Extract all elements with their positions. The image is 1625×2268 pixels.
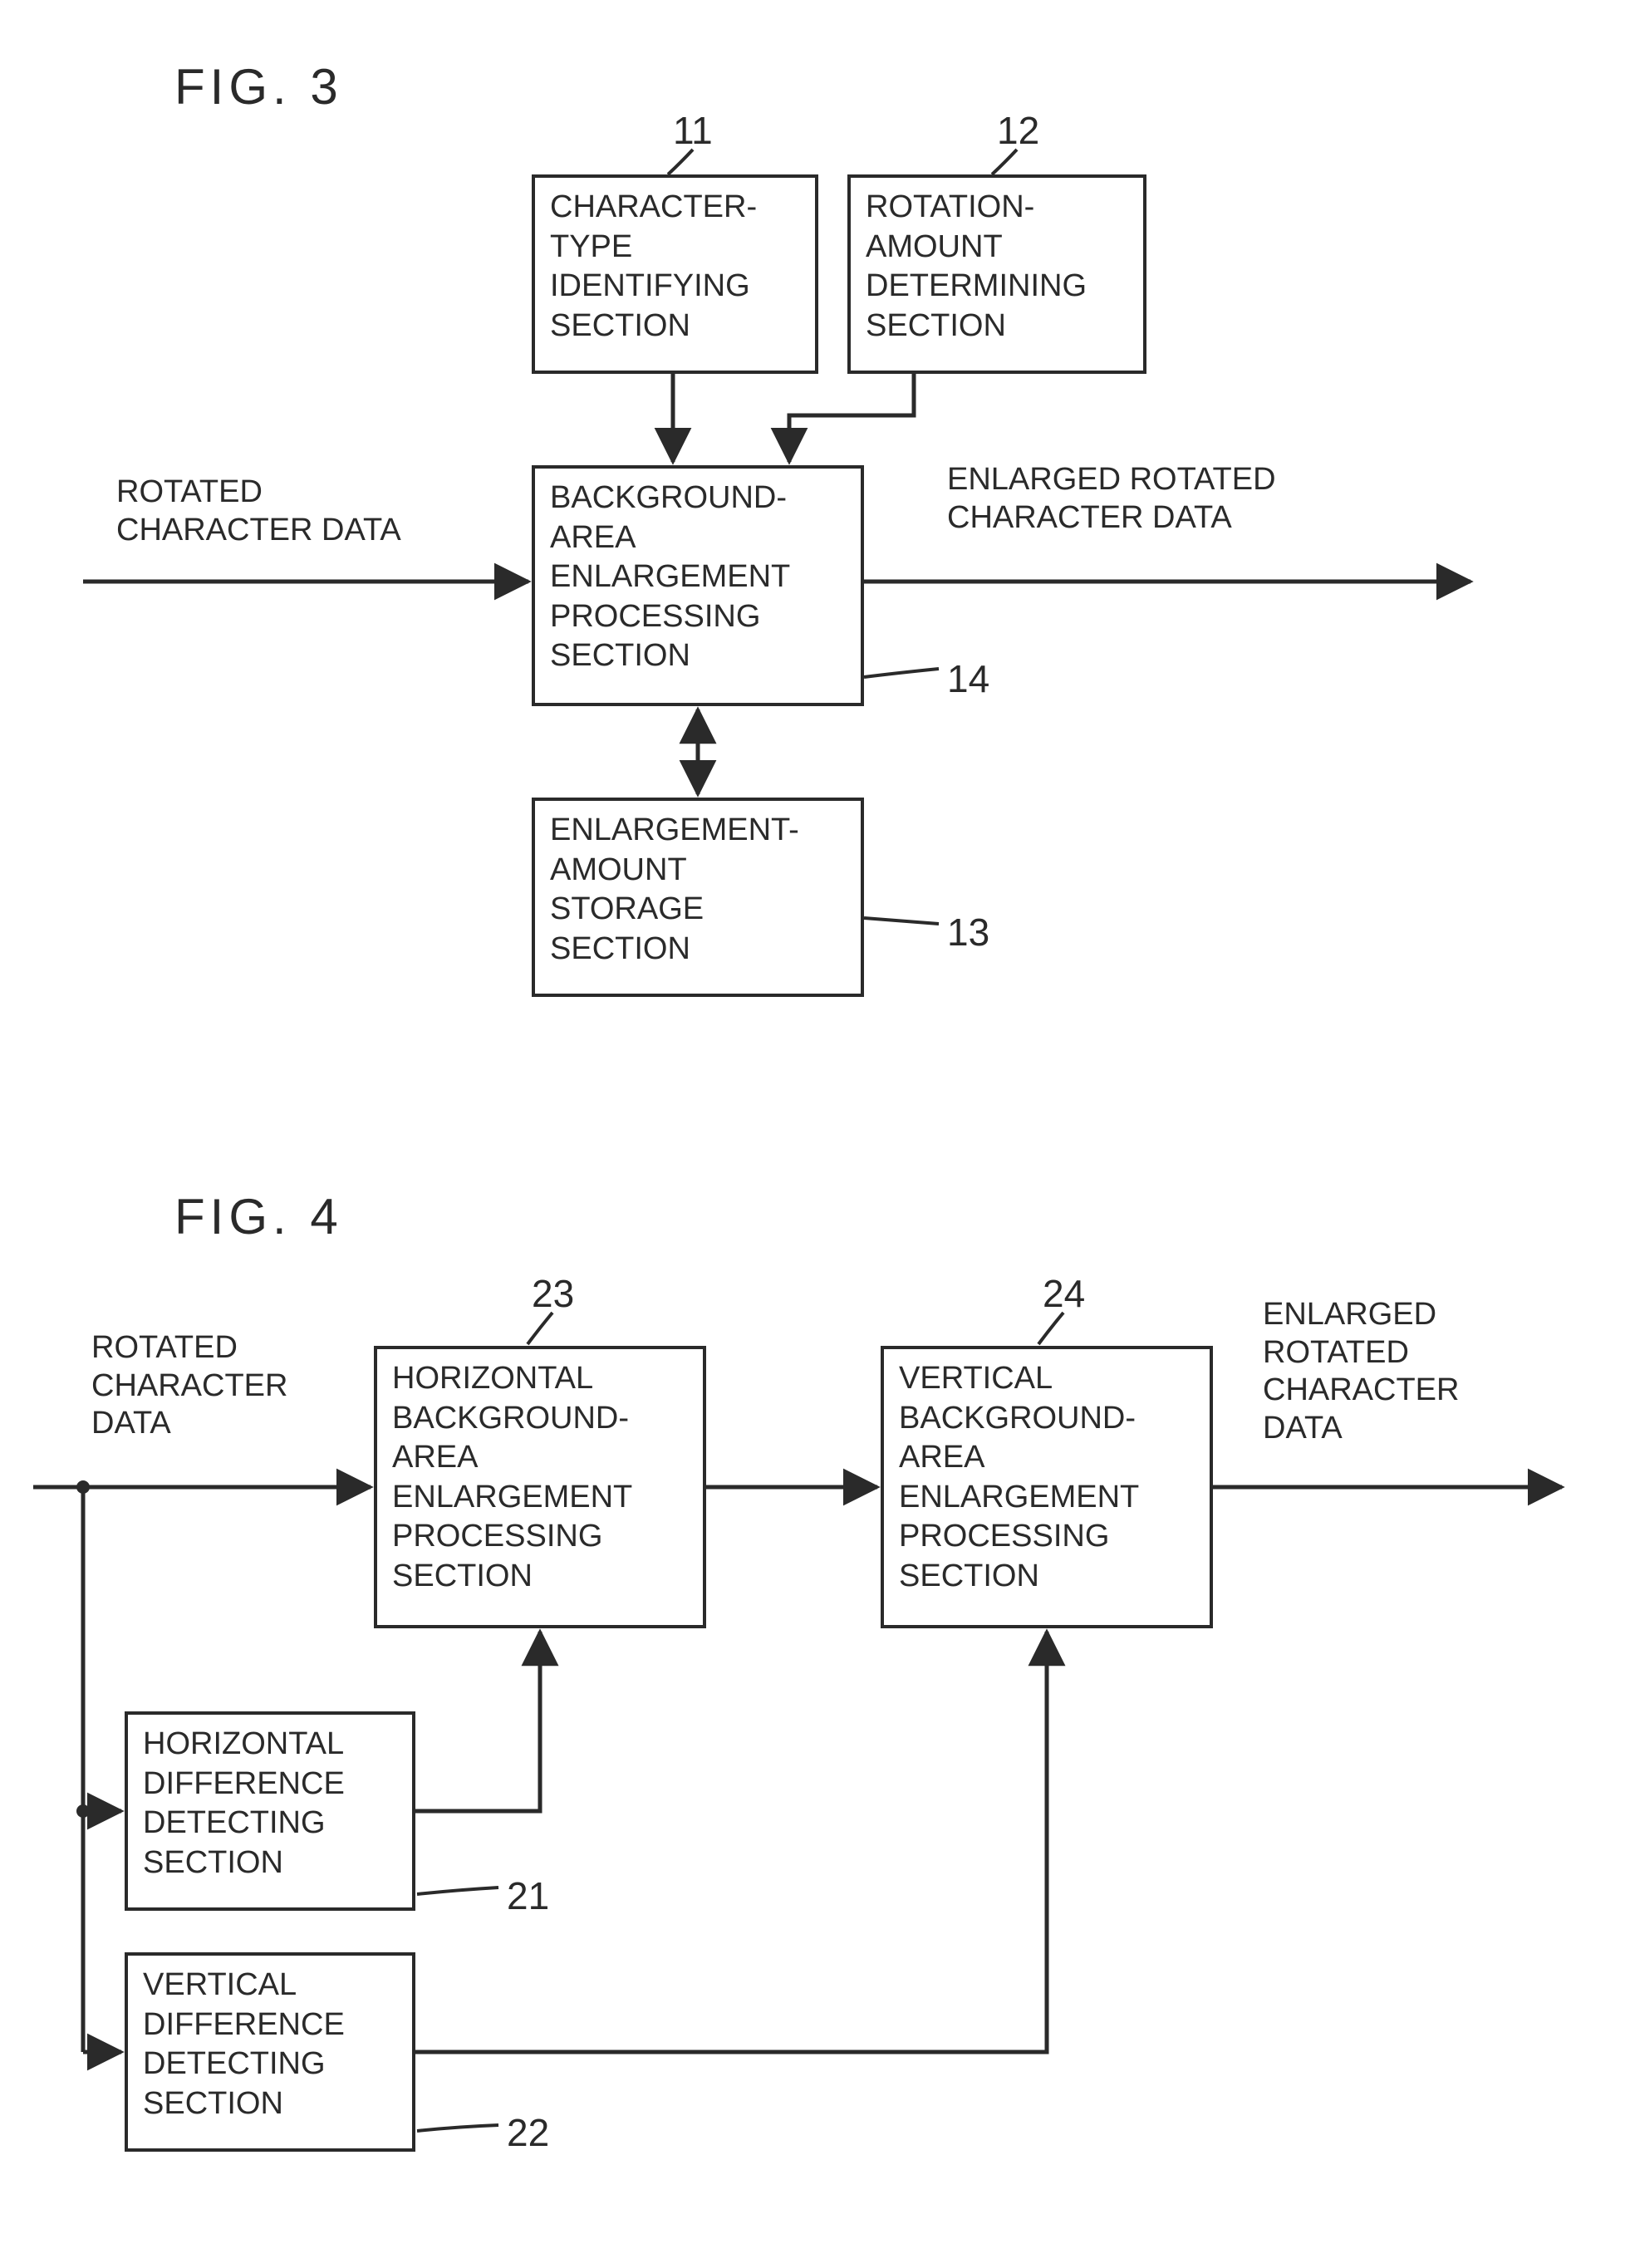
fig4-title: FIG. 4 <box>174 1188 343 1245</box>
fig4-output-label: ENLARGEDROTATEDCHARACTERDATA <box>1263 1296 1459 1447</box>
fig3-node-11-text: CHARACTER-TYPEIDENTIFYINGSECTION <box>550 189 757 343</box>
fig3-node-12: ROTATION-AMOUNTDETERMININGSECTION <box>847 174 1146 374</box>
fig3-ref-13: 13 <box>947 910 989 955</box>
fig3-node-13-text: ENLARGEMENT-AMOUNTSTORAGESECTION <box>550 812 799 966</box>
fig3-node-14: BACKGROUND-AREAENLARGEMENTPROCESSINGSECT… <box>532 465 864 706</box>
fig4-ref-24: 24 <box>1043 1271 1085 1316</box>
fig4-node-22: VERTICALDIFFERENCEDETECTINGSECTION <box>125 1952 415 2152</box>
fig4-node-22-text: VERTICALDIFFERENCEDETECTINGSECTION <box>143 1967 345 2121</box>
fig3-node-12-text: ROTATION-AMOUNTDETERMININGSECTION <box>866 189 1087 343</box>
fig4-node-24-text: VERTICALBACKGROUND-AREAENLARGEMENTPROCES… <box>899 1361 1139 1593</box>
fig3-title: FIG. 3 <box>174 58 343 115</box>
fig3-output-label: ENLARGED ROTATEDCHARACTER DATA <box>947 461 1276 537</box>
fig4-node-23: HORIZONTALBACKGROUND-AREAENLARGEMENTPROC… <box>374 1346 706 1628</box>
fig4-ref-21: 21 <box>507 1873 549 1918</box>
fig3-node-11: CHARACTER-TYPEIDENTIFYINGSECTION <box>532 174 818 374</box>
fig3-ref-12: 12 <box>997 108 1039 153</box>
fig3-ref-14: 14 <box>947 656 989 701</box>
fig4-input-label: ROTATEDCHARACTERDATA <box>91 1329 287 1443</box>
fig4-ref-22: 22 <box>507 2110 549 2155</box>
page: FIG. 3 CHARACTER-TYPEIDENTIFYINGSECTION … <box>0 0 1625 2268</box>
fig3-input-label: ROTATEDCHARACTER DATA <box>116 474 401 549</box>
fig4-node-21: HORIZONTALDIFFERENCEDETECTINGSECTION <box>125 1711 415 1911</box>
fig4-node-23-text: HORIZONTALBACKGROUND-AREAENLARGEMENTPROC… <box>392 1361 632 1593</box>
fig4-node-21-text: HORIZONTALDIFFERENCEDETECTINGSECTION <box>143 1726 345 1880</box>
fig4-ref-23: 23 <box>532 1271 574 1316</box>
fig3-node-13: ENLARGEMENT-AMOUNTSTORAGESECTION <box>532 798 864 997</box>
fig3-ref-11: 11 <box>673 108 713 153</box>
fig4-node-24: VERTICALBACKGROUND-AREAENLARGEMENTPROCES… <box>881 1346 1213 1628</box>
fig3-node-14-text: BACKGROUND-AREAENLARGEMENTPROCESSINGSECT… <box>550 480 790 673</box>
